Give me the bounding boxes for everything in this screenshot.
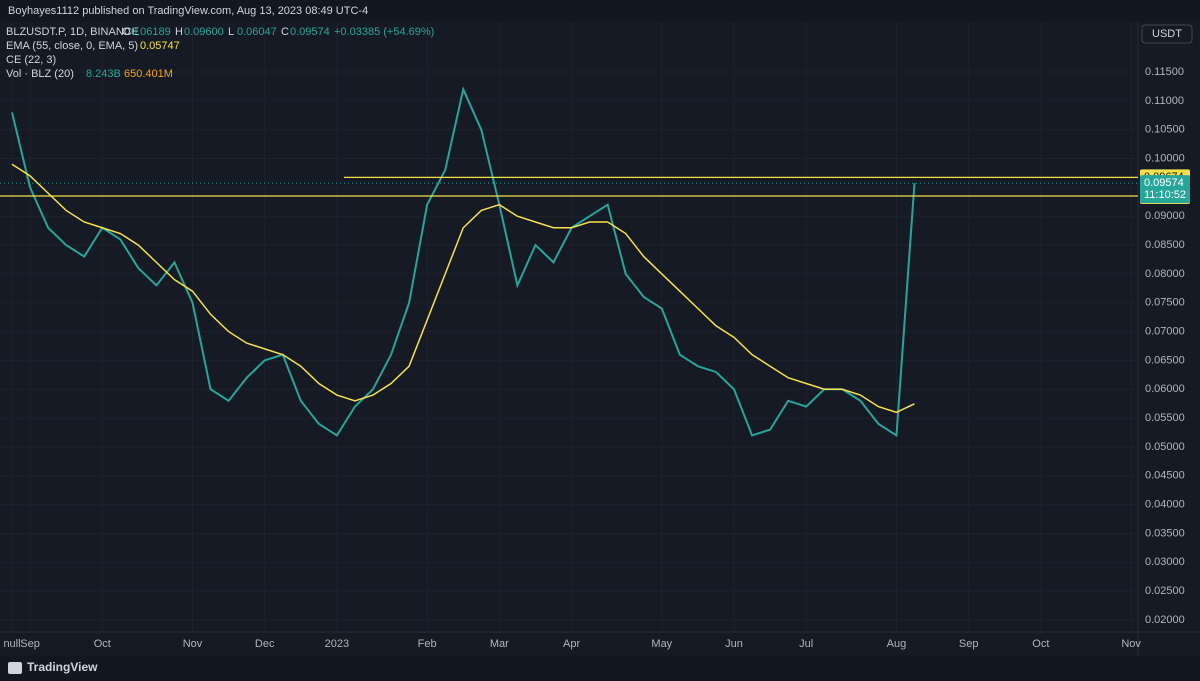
header-bar: [0, 0, 1200, 22]
y-tick-label: 0.04000: [1145, 499, 1185, 511]
y-tick-label: 0.11500: [1145, 66, 1184, 78]
y-tick-label: 0.06000: [1145, 383, 1185, 395]
x-tick-label: 2023: [325, 638, 349, 650]
x-tick-label: null: [3, 638, 20, 650]
plot: 0.02000 0.02500 0.03000 0.03500 0.04000 0.045…: [0, 22, 1190, 650]
ohlc-key: C: [281, 26, 289, 38]
series-line: [11, 163, 915, 414]
x-tick-label: Sep: [20, 638, 40, 650]
x-tick-label: Apr: [563, 638, 580, 650]
y-tick-label: 0.05500: [1145, 412, 1185, 424]
ohlc-value: 0.06047: [237, 26, 277, 38]
y-tick-label: 0.07000: [1145, 325, 1185, 337]
x-tick-label: May: [651, 638, 672, 650]
x-tick-label: Jun: [725, 638, 743, 650]
last-price-label: 0.09574: [1144, 177, 1184, 189]
x-tick-label: Dec: [255, 638, 275, 650]
footer-bar: [0, 656, 1200, 681]
ohlc-key: O: [122, 26, 131, 38]
y-tick-label: 0.09000: [1145, 210, 1185, 222]
ema-value: 0.05747: [140, 40, 180, 52]
ohlc-value: 0.09574: [290, 26, 330, 38]
ohlc-key: H: [175, 26, 183, 38]
y-tick-label: 0.10000: [1145, 152, 1185, 164]
currency-button[interactable]: [1141, 24, 1193, 44]
brand: TradingView: [27, 660, 98, 674]
y-tick-label: 0.11000: [1145, 95, 1184, 107]
ohlc-key: L: [228, 26, 234, 38]
vol-name: Vol · BLZ (20): [6, 68, 74, 80]
x-tick-label: Feb: [418, 638, 437, 650]
x-tick-label: Mar: [490, 638, 509, 650]
y-tick-label: 0.05000: [1145, 441, 1185, 453]
y-tick-label: 0.07500: [1145, 297, 1185, 309]
brand-logo: [8, 662, 22, 674]
y-tick-label: 0.10500: [1145, 124, 1185, 136]
x-tick-label: Jul: [799, 638, 813, 650]
y-tick-label: 0.03500: [1145, 527, 1185, 539]
ohlc-value: 0.06189: [131, 26, 171, 38]
ohlc-value: 0.09600: [184, 26, 224, 38]
x-tick-label: Nov: [1121, 638, 1141, 650]
x-tick-label: Nov: [183, 638, 203, 650]
countdown: 11:10:52: [1144, 189, 1186, 201]
publisher: Boyhayes1112 published on TradingView.co…: [8, 5, 368, 17]
y-tick-label: 0.08500: [1145, 239, 1185, 251]
x-tick-label: Oct: [1032, 638, 1049, 650]
vol-a: 8.243B: [86, 68, 121, 80]
y-tick-label: 0.02000: [1145, 614, 1185, 626]
x-tick-label: Oct: [94, 638, 111, 650]
change: +0.03385 (+54.69%): [334, 26, 434, 38]
y-tick-label: 0.04500: [1145, 470, 1185, 482]
ce-name: CE (22, 3): [6, 54, 56, 66]
y-tick-label: 0.08000: [1145, 268, 1185, 280]
y-tick-label: 0.02500: [1145, 585, 1185, 597]
legend-symbol: BLZUSDT.P, 1D, BINANCE: [6, 26, 139, 38]
x-tick-label: Sep: [959, 638, 979, 650]
y-tick-label: 0.03000: [1145, 556, 1185, 568]
ema-name: EMA (55, close, 0, EMA, 5): [6, 40, 138, 52]
series-line: [11, 86, 916, 438]
x-tick-label: Aug: [887, 638, 907, 650]
vol-b: 650.401M: [124, 68, 173, 80]
currency-label[interactable]: USDT: [1152, 28, 1182, 40]
y-tick-label: 0.06500: [1145, 354, 1185, 366]
last-price-tag: [1140, 175, 1190, 204]
